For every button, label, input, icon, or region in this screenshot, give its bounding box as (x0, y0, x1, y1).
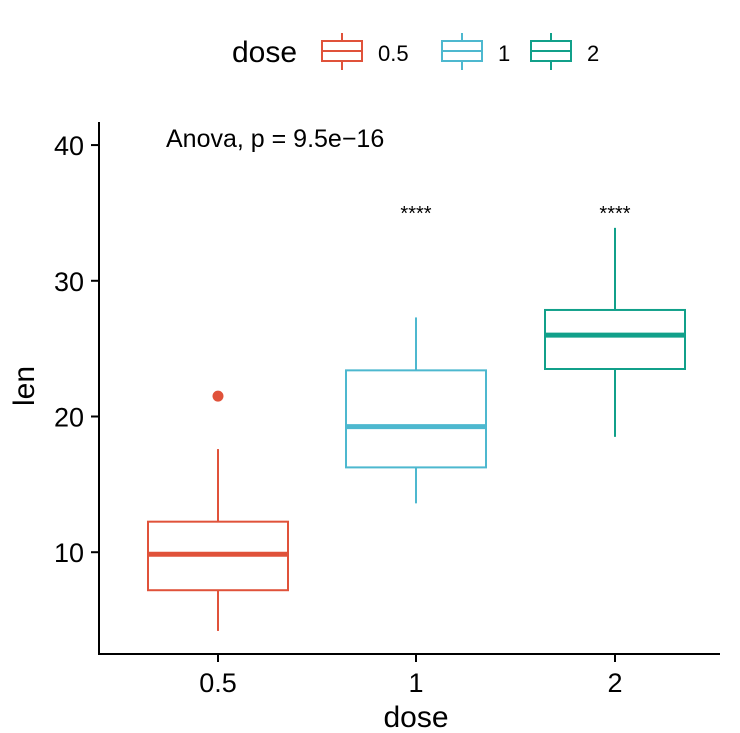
x-tick-label: 2 (607, 668, 622, 698)
x-axis-title: dose (383, 701, 448, 733)
y-tick-label: 30 (54, 267, 84, 297)
legend-item-1: 1 (441, 33, 510, 70)
significance-label: **** (599, 203, 630, 225)
box (345, 369, 487, 469)
y-axis-title: len (8, 366, 41, 406)
legend-label: 0.5 (378, 41, 409, 66)
x-tick-label: 0.5 (199, 668, 237, 698)
legend-label: 1 (498, 41, 510, 66)
legend-item-2: 2 (530, 33, 599, 70)
legend-item-0.5: 0.5 (321, 33, 409, 70)
anova-annotation: Anova, p = 9.5e−16 (166, 125, 384, 153)
legend-label: 2 (587, 41, 599, 66)
legend-title: dose (232, 36, 297, 69)
significance-label: **** (400, 203, 431, 225)
box-group-0.5 (147, 390, 289, 631)
outlier-point (212, 390, 224, 402)
legend: dose 0.5 1 2 (232, 33, 599, 70)
box (544, 308, 686, 371)
y-tick-label: 20 (54, 403, 84, 433)
box-group-1: **** (345, 203, 487, 504)
y-tick-label: 10 (54, 538, 84, 568)
y-tick-label: 40 (54, 131, 84, 161)
x-tick-label: 1 (408, 668, 423, 698)
box-group-2: **** (544, 203, 686, 437)
